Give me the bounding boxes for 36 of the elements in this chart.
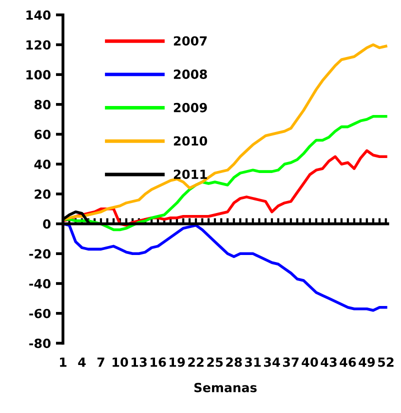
legend-label: 2011 (174, 170, 207, 180)
x-tick-label: 22 (188, 357, 204, 367)
y-tick-label: 120 (26, 40, 51, 50)
x-axis-title: Semanas (194, 382, 257, 392)
x-tick-label: 40 (302, 357, 318, 367)
y-tick-label: -60 (29, 308, 51, 318)
y-tick-label: 40 (34, 160, 51, 170)
x-tick-label: 7 (97, 358, 104, 367)
x-tick-label: 10 (112, 357, 128, 367)
legend-label: 2010 (174, 136, 208, 146)
y-tick-label: -80 (29, 338, 51, 348)
x-tick-label: 43 (320, 357, 337, 367)
legend-label: 2008 (174, 70, 207, 79)
y-tick-label: 20 (34, 189, 51, 199)
legend-label: 2007 (174, 36, 207, 46)
x-tick-label: 25 (207, 357, 223, 367)
x-tick-label: 28 (226, 357, 242, 367)
y-tick-label: -40 (29, 278, 51, 288)
x-tick-label: 49 (358, 357, 375, 367)
y-tick-label: 0 (43, 219, 51, 229)
legend-label: 2009 (174, 102, 207, 112)
x-tick-label: 37 (283, 357, 299, 367)
y-tick-label: 60 (34, 130, 51, 140)
x-tick-label: 19 (170, 357, 185, 367)
x-tick-label: 1 (60, 358, 66, 367)
y-tick-label: -20 (29, 249, 51, 259)
x-tick-label: 13 (132, 357, 147, 367)
x-tick-label: 16 (150, 357, 166, 367)
x-tick-label: 31 (245, 357, 261, 367)
x-tick-label: 52 (378, 357, 394, 367)
y-tick-label: 140 (26, 10, 51, 20)
x-tick-label: 34 (264, 357, 280, 367)
y-tick-label: 100 (26, 70, 51, 80)
y-tick-label: 80 (34, 100, 51, 110)
x-tick-label: 4 (78, 358, 86, 367)
x-tick-label: 46 (340, 357, 356, 367)
